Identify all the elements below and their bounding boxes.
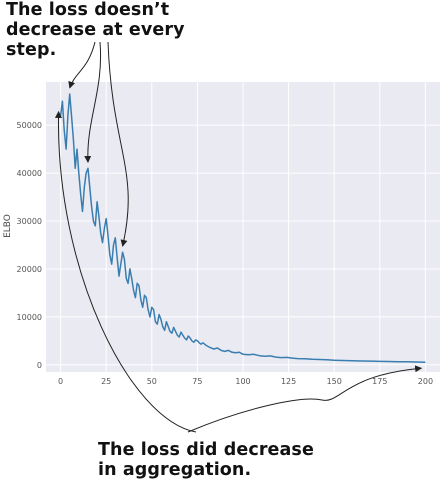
annotation-bottom-line-2: in aggregation.: [98, 460, 252, 480]
y-tick-label: 0: [37, 361, 42, 370]
grid-lines: [46, 82, 440, 372]
arrow-to-start: [54, 110, 197, 433]
x-tick-label: 50: [147, 377, 157, 386]
annotation-top-line-2: decrease at every step.: [6, 20, 185, 60]
tick-labels: 0 25 50 75 100 125 150 175 200 0 10000 20000 30000 40…: [17, 121, 434, 386]
annotation-top: The loss doesn’t decrease at every step.: [6, 0, 226, 60]
arrow-to-step-34: [107, 41, 129, 247]
annotation-bottom-line-1: The loss did decrease: [98, 440, 314, 460]
x-tick-label: 200: [418, 377, 433, 386]
arrow-to-step-15: [84, 41, 102, 163]
y-tick-label: 50000: [17, 121, 42, 130]
series-line-elbo: [59, 93, 426, 363]
y-axis-label: ELBO: [3, 214, 13, 238]
x-tick-label: 175: [372, 377, 387, 386]
annotation-bottom: The loss did decrease in aggregation.: [98, 440, 338, 480]
annotation-arrows: [54, 41, 423, 433]
arrow-to-end: [187, 365, 423, 433]
x-tick-label: 125: [281, 377, 296, 386]
y-tick-label: 10000: [17, 313, 42, 322]
y-tick-label: 40000: [17, 169, 42, 178]
x-tick-label: 0: [58, 377, 63, 386]
x-tick-label: 75: [192, 377, 202, 386]
arrow-to-step-5: [68, 41, 96, 89]
x-tick-label: 25: [101, 377, 111, 386]
x-tick-label: 150: [327, 377, 342, 386]
x-tick-label: 100: [235, 377, 250, 386]
y-tick-label: 20000: [17, 265, 42, 274]
y-tick-label: 30000: [17, 217, 42, 226]
annotation-top-line-1: The loss doesn’t: [6, 0, 170, 20]
